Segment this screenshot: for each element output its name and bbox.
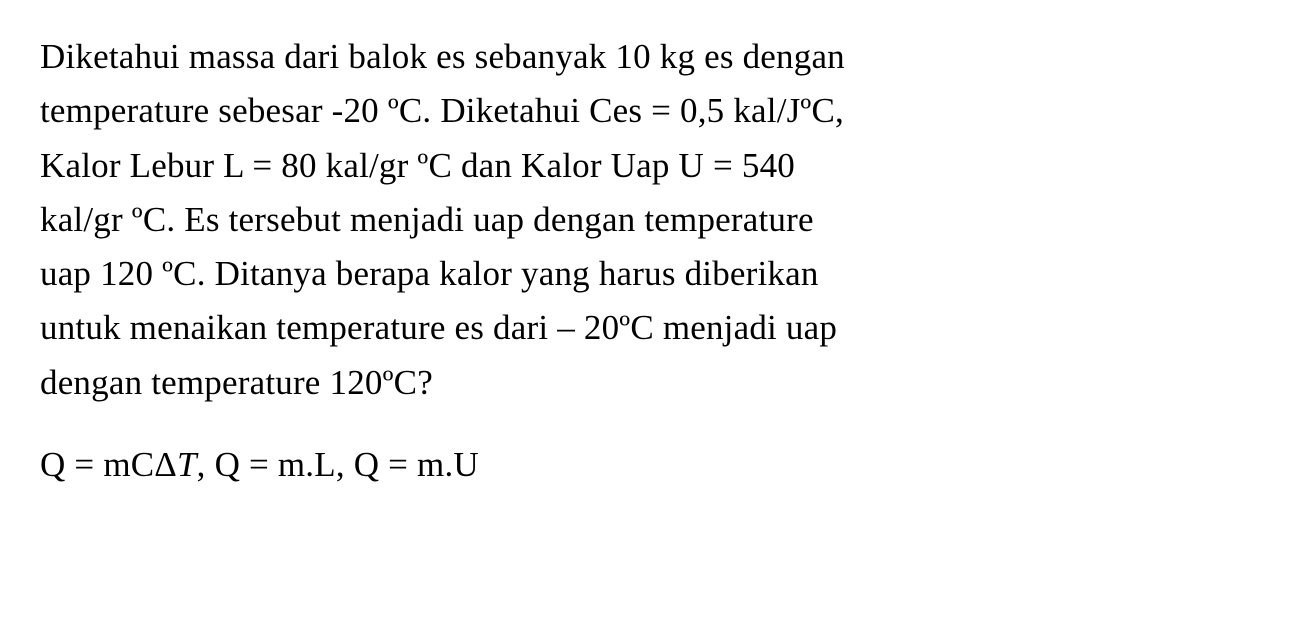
text-line-1: Diketahui massa dari balok es sebanyak 1… xyxy=(40,37,845,76)
problem-paragraph: Diketahui massa dari balok es sebanyak 1… xyxy=(40,30,1260,410)
text-line-3: Kalor Lebur L = 80 kal/gr ºC dan Kalor U… xyxy=(40,146,795,185)
formula-line: Q = mCΔT, Q = m.L, Q = m.U xyxy=(40,438,1260,492)
text-line-4: kal/gr ºC. Es tersebut menjadi uap denga… xyxy=(40,200,814,239)
text-line-5: uap 120 ºC. Ditanya berapa kalor yang ha… xyxy=(40,254,819,293)
text-line-6: untuk menaikan temperature es dari – 20º… xyxy=(40,308,837,347)
text-line-7: dengan temperature 120ºC? xyxy=(40,363,433,402)
formula-part-1: Q = mCΔ xyxy=(40,445,177,484)
formula-italic-var: T xyxy=(177,445,197,484)
problem-content: Diketahui massa dari balok es sebanyak 1… xyxy=(40,30,1260,492)
formula-part-2: , Q = m.L, Q = m.U xyxy=(197,445,479,484)
text-line-2: temperature sebesar -20 ºC. Diketahui Ce… xyxy=(40,91,844,130)
